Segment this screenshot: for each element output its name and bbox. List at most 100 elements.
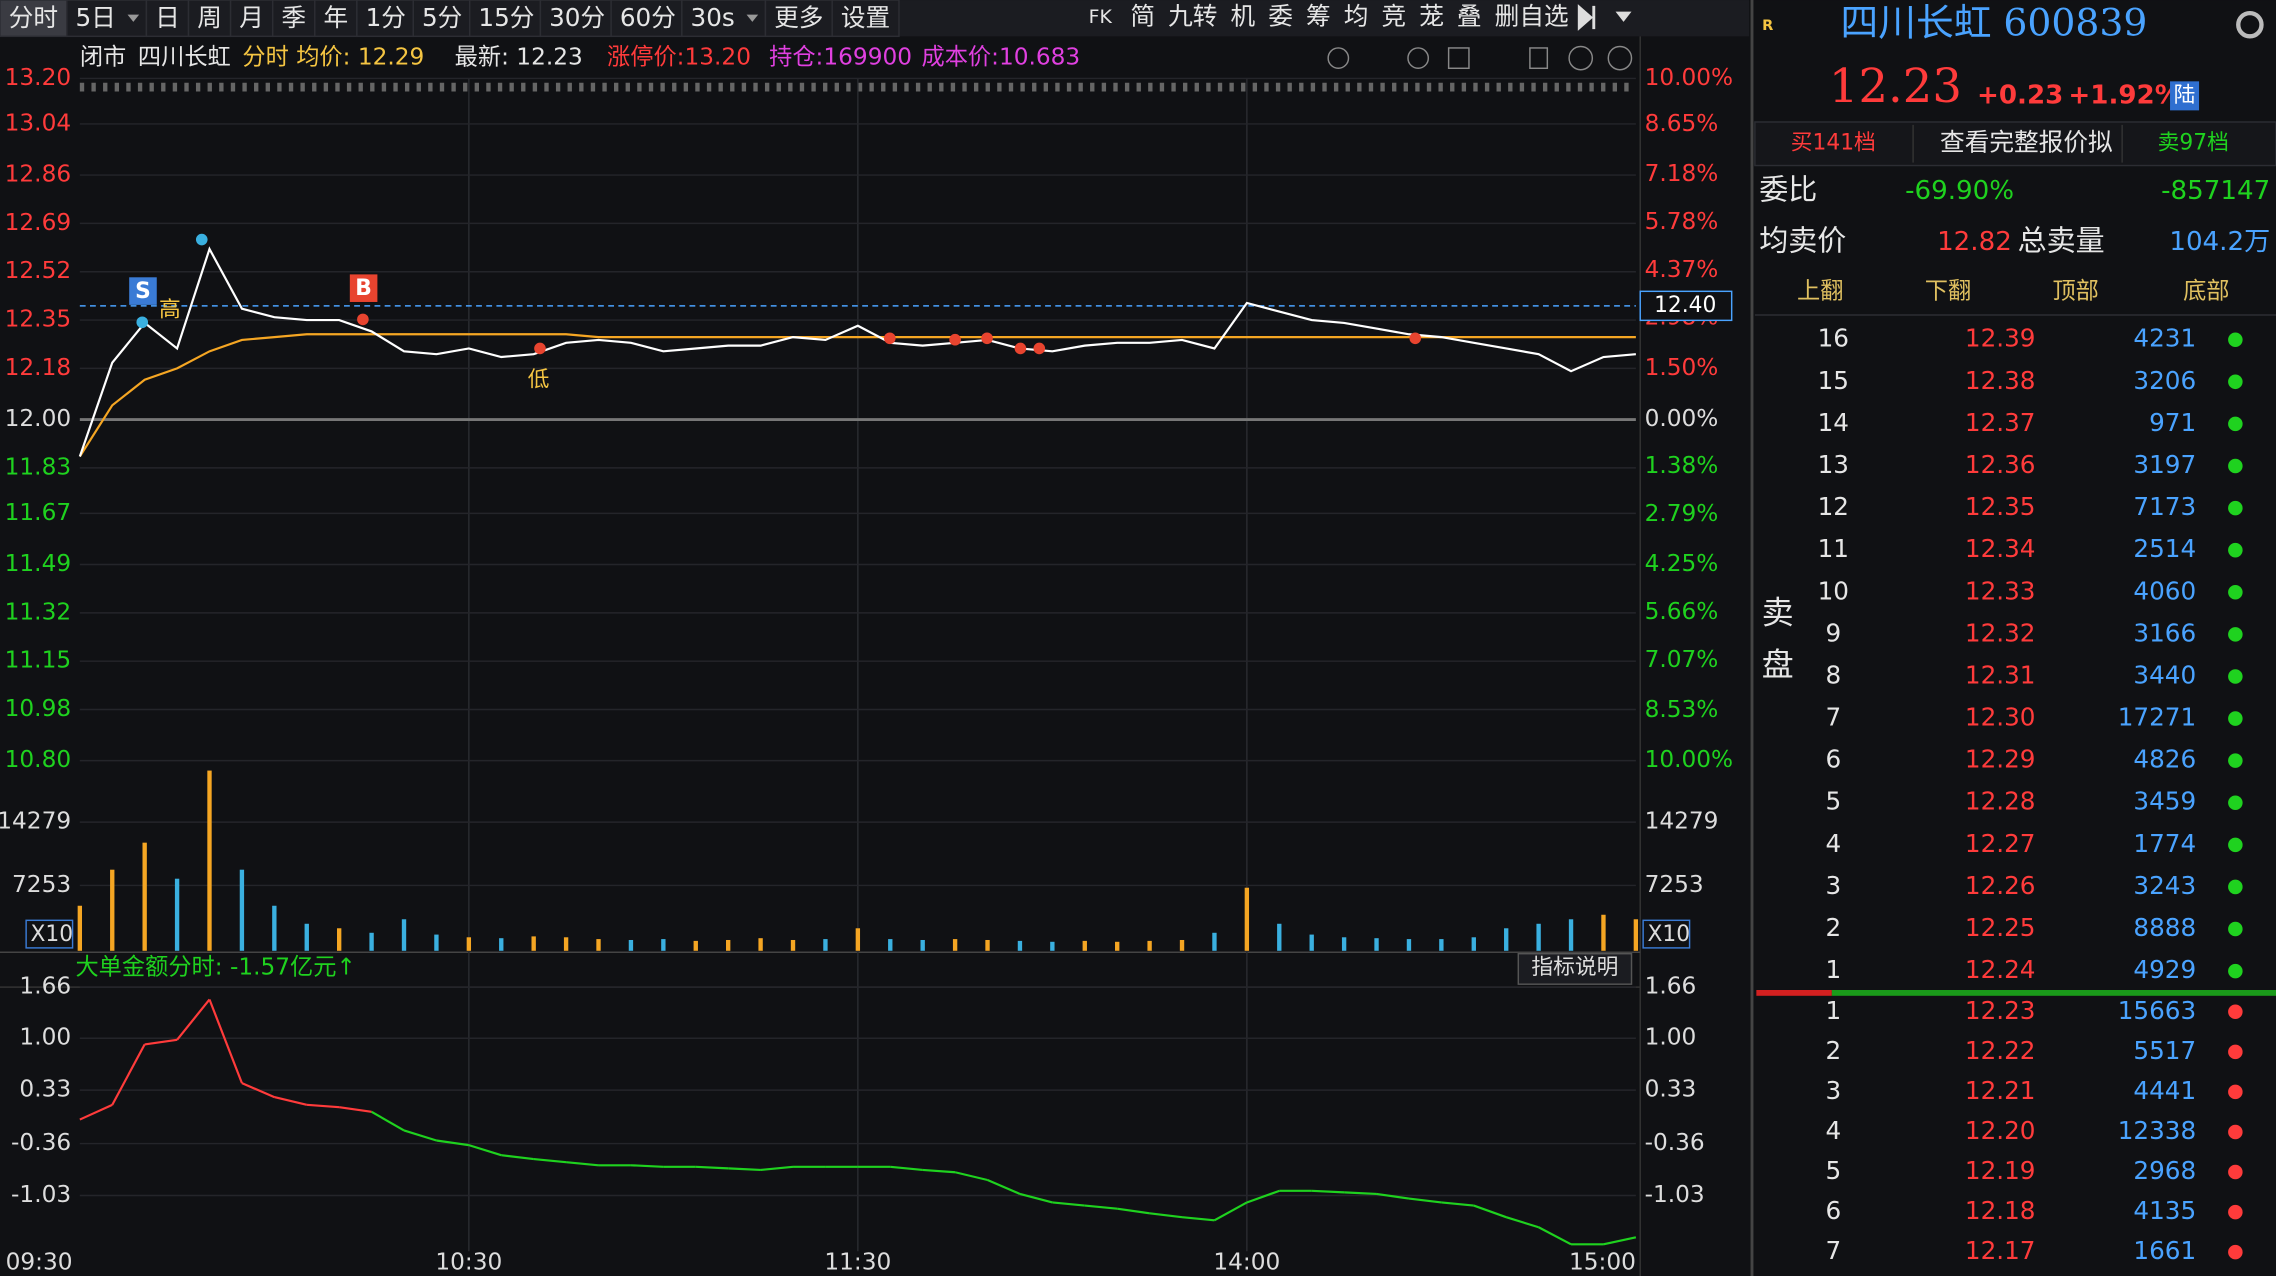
tool-icon[interactable]: [1607, 45, 1633, 71]
period-label[interactable]: 5日: [75, 3, 115, 32]
column-header[interactable]: 顶部: [2052, 277, 2098, 304]
tool-label[interactable]: 叠: [1457, 1, 1482, 30]
tool-label[interactable]: 竞: [1381, 1, 1406, 30]
order-volume: 3459: [2133, 787, 2196, 816]
quote-tab[interactable]: 买141档: [1791, 131, 1876, 156]
info-item: 持仓:169900: [769, 44, 912, 71]
flow-line: [630, 1164, 664, 1168]
tool-icon[interactable]: [1327, 47, 1350, 70]
tool-label[interactable]: 九转: [1168, 1, 1217, 30]
tool-icon[interactable]: [1407, 47, 1430, 70]
quote-tab[interactable]: 查看完整报价拟: [1940, 128, 2113, 157]
period-label[interactable]: 周: [197, 3, 222, 32]
menu-arrow[interactable]: [1615, 11, 1632, 22]
period-label[interactable]: 更多: [774, 3, 823, 32]
period-tab[interactable]: [356, 0, 415, 38]
period-label[interactable]: 月: [239, 3, 264, 32]
tool-icon[interactable]: [1447, 47, 1470, 70]
order-price: 12.39: [1965, 324, 2036, 353]
x-tick-label: 09:30: [6, 1248, 73, 1275]
y2-tick-label: 8.53%: [1645, 696, 1719, 723]
y-tick-label: -0.36: [11, 1129, 71, 1156]
period-label[interactable]: 日: [155, 3, 180, 32]
period-label[interactable]: 15分: [478, 3, 534, 32]
column-header[interactable]: 底部: [2183, 277, 2229, 304]
order-volume: 971: [2149, 408, 2196, 437]
chart-tools[interactable]: [1327, 45, 1633, 71]
period-tab[interactable]: [412, 0, 471, 38]
volume-bar: [596, 939, 601, 951]
period-tab[interactable]: [831, 0, 900, 38]
y-tick-label: 10.98: [5, 695, 71, 722]
y2-tick-label: 5.66%: [1645, 598, 1719, 625]
marker-dot: [195, 233, 208, 246]
period-label[interactable]: 30分: [549, 3, 605, 32]
flow-line: [176, 998, 211, 1041]
volume-bar: [142, 842, 147, 951]
period-tab[interactable]: [145, 0, 190, 38]
volume-bar: [369, 932, 374, 951]
period-label[interactable]: 5分: [422, 3, 462, 32]
y2-tick-label: 8.65%: [1645, 110, 1719, 137]
quote-tab[interactable]: 卖97档: [2158, 131, 2229, 156]
marker-dot: [136, 316, 149, 329]
flow-line: [1213, 1201, 1248, 1222]
order-dot: [2228, 669, 2243, 684]
period-tab[interactable]: [314, 0, 358, 38]
order-dot: [2228, 1124, 2243, 1140]
divider-green: [1831, 989, 2276, 996]
stock-title: 四川长虹 600839: [1841, 1, 2148, 45]
order-dot: [2228, 837, 2243, 853]
x-tick-label: 10:30: [435, 1248, 502, 1275]
period-label[interactable]: 设置: [841, 3, 890, 32]
period-tab[interactable]: [764, 0, 833, 38]
tool-label[interactable]: 茏: [1419, 1, 1444, 30]
flow-line: [274, 1096, 308, 1106]
tool-label[interactable]: 筹: [1306, 1, 1331, 30]
flow-title: 大单金额分时: -1.57亿元↑: [75, 954, 355, 981]
flow-line: [1376, 1192, 1410, 1200]
volume-bar: [174, 878, 180, 951]
tool-label[interactable]: 简: [1130, 1, 1155, 30]
period-label[interactable]: 年: [323, 3, 348, 32]
tool-icon[interactable]: [1529, 47, 1549, 70]
flow-line: [1084, 1204, 1118, 1210]
tool-label[interactable]: 委: [1268, 1, 1293, 30]
column-header[interactable]: 下翻: [1925, 277, 1971, 304]
dropdown-arrow: [746, 14, 759, 22]
market-badge: [2170, 81, 2200, 111]
tool-label[interactable]: FK: [1089, 6, 1113, 28]
y-tick-label: 10.80: [5, 746, 71, 773]
order-price: 12.35: [1965, 492, 2036, 521]
tool-label[interactable]: 删自选: [1495, 1, 1569, 30]
order-price: 12.18: [1965, 1196, 2036, 1225]
period-label[interactable]: 季: [281, 3, 306, 32]
volume-bar: [693, 940, 698, 951]
period-tab[interactable]: [539, 0, 612, 38]
tool-label[interactable]: 均: [1344, 1, 1369, 30]
column-header[interactable]: 上翻: [1797, 277, 1843, 304]
period-tab[interactable]: [187, 0, 232, 38]
order-volume: 15663: [2118, 996, 2196, 1025]
period-label[interactable]: 分时: [9, 3, 58, 32]
level: 2: [1825, 913, 1841, 942]
indicator-button-label[interactable]: 指标说明: [1531, 955, 1618, 980]
indicator-button[interactable]: [1517, 952, 1633, 985]
flow-line: [1019, 1192, 1053, 1204]
period-tab[interactable]: [229, 0, 274, 38]
period-tab[interactable]: [610, 0, 683, 38]
period-label[interactable]: 30s: [691, 3, 735, 32]
period-label[interactable]: 60分: [620, 3, 676, 32]
flow-line: [501, 1154, 534, 1161]
volume-bar: [758, 938, 763, 951]
tool-label[interactable]: 机: [1230, 1, 1255, 30]
settings-icon[interactable]: [2236, 10, 2264, 39]
period-label[interactable]: 1分: [366, 3, 406, 32]
level: 1: [1825, 955, 1841, 984]
y-tick-label: 12.00: [5, 405, 71, 432]
tool-icon[interactable]: [1568, 45, 1594, 71]
market-label: 陆: [2174, 83, 2196, 108]
exit-icon[interactable]: [1577, 4, 1596, 31]
level: 15: [1818, 366, 1849, 395]
y-tick-label: 12.18: [5, 354, 71, 381]
